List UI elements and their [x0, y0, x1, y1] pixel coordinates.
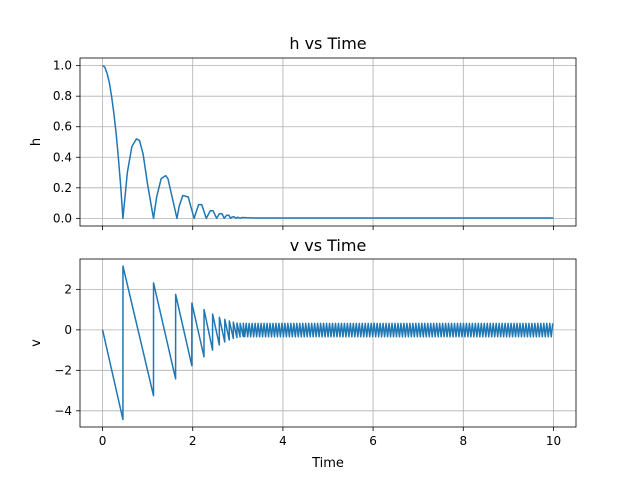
v-y-tick-label: 2 — [64, 282, 72, 296]
v-subplot-title: v vs Time — [290, 236, 367, 255]
time-x-axis-label: Time — [311, 456, 344, 471]
h-y-tick-label: 0.6 — [53, 120, 72, 134]
v-y-tick-label: −4 — [54, 404, 72, 418]
v-y-axis-label: v — [29, 339, 44, 347]
v-y-tick-label: −2 — [54, 363, 72, 377]
v-y-tick-label: 0 — [64, 323, 72, 337]
h-series-line — [102, 65, 554, 220]
h-y-tick-label: 1.0 — [53, 59, 72, 73]
v-x-tick-label: 10 — [546, 434, 561, 448]
h-axes-frame — [79, 57, 577, 227]
v-subplot: v vs Time v Time 0 2 4 6 8 10 −4 −2 0 2 — [29, 236, 577, 471]
h-subplot: h vs Time h 0.0 0.2 0.4 0.6 0.8 1.0 — [29, 34, 577, 230]
v-x-tick-label: 4 — [279, 434, 287, 448]
v-series-group — [101, 265, 554, 421]
h-y-axis-label: h — [29, 138, 44, 146]
v-ticks: 0 2 4 6 8 10 −4 −2 0 2 — [54, 282, 561, 448]
h-y-tick-label: 0.4 — [53, 150, 72, 164]
h-series-group — [102, 65, 554, 220]
h-y-tick-label: 0.2 — [53, 181, 72, 195]
h-y-tick-label: 0.8 — [53, 89, 72, 103]
v-series-line — [101, 265, 554, 421]
h-y-tick-label: 0.0 — [53, 211, 72, 225]
v-x-tick-label: 8 — [459, 434, 467, 448]
v-axes-frame — [79, 258, 577, 428]
h-ticks: 0.0 0.2 0.4 0.6 0.8 1.0 — [53, 59, 554, 230]
h-subplot-title: h vs Time — [289, 34, 366, 53]
v-x-tick-label: 6 — [369, 434, 377, 448]
v-x-tick-label: 2 — [189, 434, 197, 448]
v-x-tick-label: 0 — [99, 434, 107, 448]
h-grid — [80, 58, 576, 226]
